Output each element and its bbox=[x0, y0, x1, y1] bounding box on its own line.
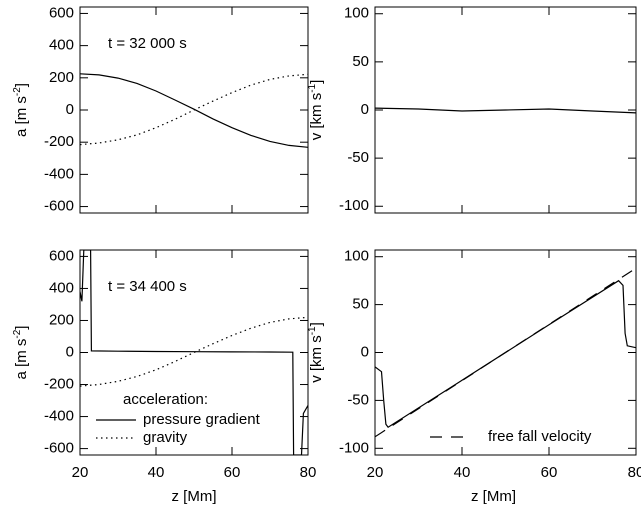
y-axis-label-part: -1 bbox=[307, 326, 318, 335]
y-tick-label: 0 bbox=[361, 343, 369, 360]
y-axis-label-part: ] bbox=[308, 322, 325, 326]
y-tick-label: -100 bbox=[339, 439, 369, 456]
x-axis-label: z [Mm] bbox=[172, 488, 217, 505]
y-tick-label: -100 bbox=[339, 197, 369, 214]
y-tick-label: 200 bbox=[49, 311, 74, 328]
annotation: t = 34 400 s bbox=[108, 278, 187, 295]
plot-area bbox=[375, 267, 636, 438]
y-tick-label: 0 bbox=[66, 343, 74, 360]
y-tick-label: -600 bbox=[44, 198, 74, 215]
y-tick-label: 0 bbox=[66, 101, 74, 118]
x-tick-label: 60 bbox=[224, 464, 241, 481]
y-tick-label: 100 bbox=[344, 248, 369, 265]
y-axis-label: a [m s-2] bbox=[12, 326, 30, 380]
y-axis-label-part: a [m s bbox=[13, 96, 30, 137]
series-line bbox=[375, 279, 636, 429]
y-axis-label-part: ] bbox=[308, 80, 325, 84]
x-tick-label: 40 bbox=[148, 464, 165, 481]
y-axis-label-part: v [km s bbox=[308, 335, 325, 383]
y-tick-label: -600 bbox=[44, 440, 74, 457]
y-tick-label: -50 bbox=[347, 391, 369, 408]
y-tick-label: -400 bbox=[44, 408, 74, 425]
y-axis-label-part: ] bbox=[13, 83, 30, 87]
x-tick-label: 60 bbox=[541, 464, 558, 481]
series-line bbox=[80, 250, 308, 455]
y-tick-label: 400 bbox=[49, 279, 74, 296]
y-axis-label-part: a [m s bbox=[13, 339, 30, 380]
x-tick-label: 20 bbox=[72, 464, 89, 481]
y-axis-label: a [m s-2] bbox=[12, 83, 30, 137]
legend-label: free fall velocity bbox=[488, 428, 592, 445]
annotation: t = 32 000 s bbox=[108, 35, 187, 52]
y-axis-label-part: v [km s bbox=[308, 93, 325, 141]
legend-title: acceleration: bbox=[123, 391, 208, 408]
y-tick-label: 400 bbox=[49, 37, 74, 54]
y-tick-label: 50 bbox=[352, 53, 369, 70]
y-axis-label-part: -2 bbox=[12, 87, 23, 96]
series-line bbox=[80, 73, 308, 148]
y-tick-label: -50 bbox=[347, 149, 369, 166]
y-tick-label: 600 bbox=[49, 4, 74, 21]
plot-area bbox=[375, 107, 636, 114]
x-tick-label: 40 bbox=[454, 464, 471, 481]
y-tick-label: 50 bbox=[352, 296, 369, 313]
y-tick-label: 0 bbox=[361, 101, 369, 118]
x-tick-label: 80 bbox=[300, 464, 317, 481]
y-tick-label: -400 bbox=[44, 165, 74, 182]
x-tick-label: 80 bbox=[628, 464, 641, 481]
y-axis-label-part: -1 bbox=[307, 83, 318, 92]
series-line bbox=[375, 267, 636, 438]
x-tick-label: 20 bbox=[367, 464, 384, 481]
legend-label: gravity bbox=[143, 429, 188, 446]
y-tick-label: -200 bbox=[44, 376, 74, 393]
y-tick-label: 100 bbox=[344, 5, 369, 22]
series-line bbox=[375, 107, 636, 114]
y-tick-label: 600 bbox=[49, 247, 74, 264]
y-axis-label: v [km s-1] bbox=[307, 80, 325, 141]
y-axis-label: v [km s-1] bbox=[307, 322, 325, 383]
y-axis-label-part: ] bbox=[13, 326, 30, 330]
plot-area bbox=[80, 73, 308, 148]
y-axis-label-part: -2 bbox=[12, 329, 23, 338]
x-axis-label: z [Mm] bbox=[471, 488, 516, 505]
plot-area bbox=[80, 250, 308, 455]
y-tick-label: 200 bbox=[49, 69, 74, 86]
series-line bbox=[80, 73, 308, 146]
y-tick-label: -200 bbox=[44, 133, 74, 150]
legend-label: pressure gradient bbox=[143, 411, 261, 428]
